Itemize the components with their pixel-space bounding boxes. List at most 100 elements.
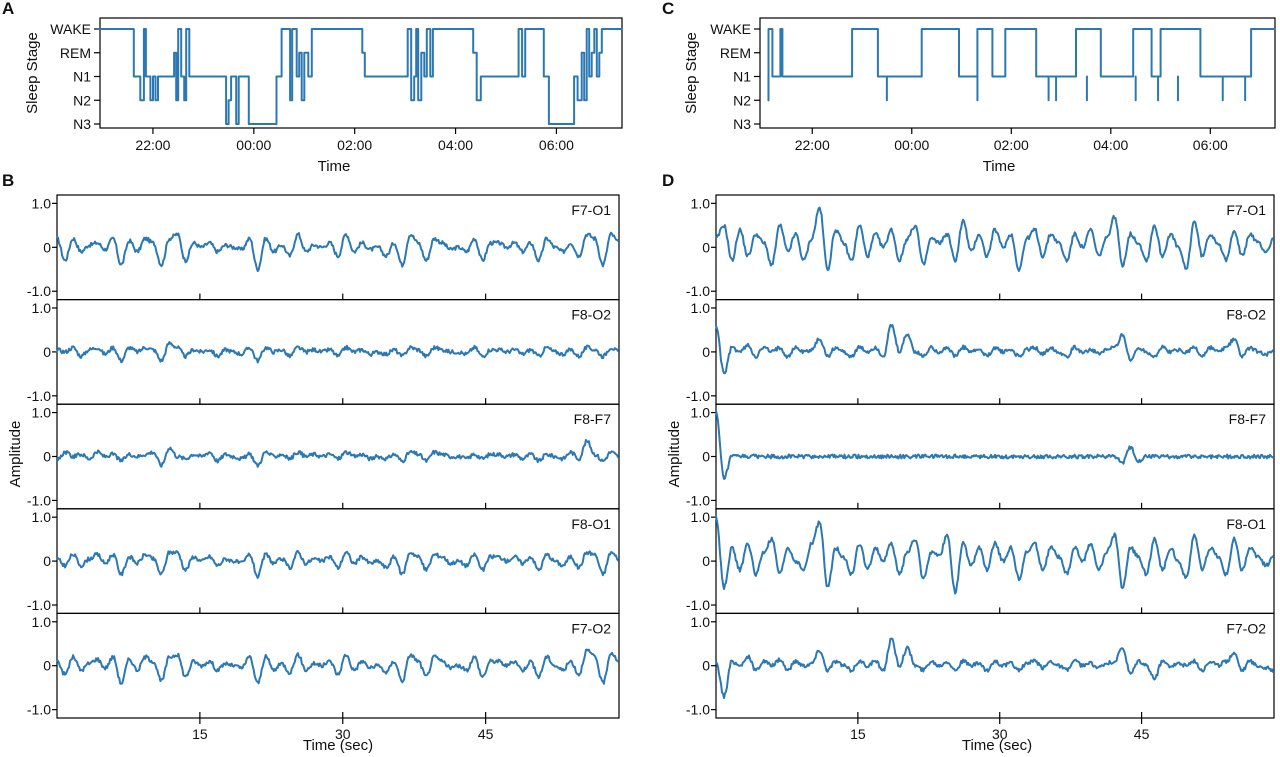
x-tick-label: 15: [192, 726, 208, 742]
channel-label: F8-O2: [1226, 307, 1266, 323]
eeg-panel-b: Amplitude Time (sec) 1.0 0 -1.0 F7-O1 1.0 0 -1…: [7, 194, 620, 754]
eeg-d-xlabel: Time (sec): [962, 737, 1032, 754]
y-tick-label: REM: [720, 45, 751, 61]
channel-label: F8-O2: [571, 307, 611, 323]
x-tick-label: 06:00: [1193, 137, 1228, 153]
eeg-channel-f8-o1: 1.0 0 -1.0 F8-O1: [27, 508, 620, 614]
y-tick-label: -1.0: [686, 702, 710, 718]
channel-trace: [715, 409, 1274, 480]
channel-frame: [56, 612, 620, 719]
y-tick-label: -1.0: [686, 492, 710, 508]
y-tick-label: -1.0: [686, 388, 710, 404]
hypnogram-a-ylabel: Sleep Stage: [24, 32, 41, 114]
y-tick-label: N2: [733, 92, 751, 108]
x-tick-label: 22:00: [135, 137, 170, 153]
x-tick-label: 02:00: [337, 137, 372, 153]
y-tick-label: 0: [702, 344, 710, 360]
y-tick-label: 1.0: [691, 195, 711, 211]
y-tick-label: 0: [43, 658, 51, 674]
channel-trace: [715, 637, 1274, 699]
y-tick-label: 1.0: [32, 405, 52, 421]
channel-label: F7-O1: [571, 202, 611, 218]
x-tick-label: 00:00: [236, 137, 271, 153]
channel-label: F8-O1: [571, 516, 611, 532]
y-tick-label: N1: [73, 69, 91, 85]
eeg-channel-f8-o2: 1.0 0 -1.0 F8-O2: [27, 299, 620, 405]
hypnogram-a-xlabel: Time: [318, 158, 351, 175]
y-tick-label: -1.0: [27, 597, 51, 613]
y-tick-label: 0: [702, 658, 710, 674]
x-tick-label: 45: [478, 726, 494, 742]
y-tick-label: 0: [43, 553, 51, 569]
hypnogram-c-ylabel: Sleep Stage: [683, 32, 700, 114]
channel-label: F7-O2: [1226, 620, 1266, 636]
hypnogram-panel-c: Sleep Stage Time N3 N2 N1 REM WAKE 22:00 00:0…: [683, 17, 1276, 175]
channel-trace: [56, 648, 619, 685]
hypnogram-a-x-ticks: 22:00 00:00 02:00 04:00 06:00: [135, 128, 574, 153]
y-tick-label: -1.0: [27, 283, 51, 299]
y-tick-label: 1.0: [32, 195, 52, 211]
eeg-b-x-ticks: 15 30 45: [192, 718, 494, 742]
x-tick-label: 45: [1134, 726, 1150, 742]
y-tick-label: 0: [43, 344, 51, 360]
panel-letter-b: B: [2, 171, 14, 190]
panel-letter-c: C: [662, 0, 674, 18]
hypnogram-c-xlabel: Time: [983, 158, 1016, 175]
y-tick-label: 0: [702, 449, 710, 465]
y-tick-label: 0: [43, 239, 51, 255]
y-tick-label: 0: [702, 553, 710, 569]
channel-trace: [56, 550, 619, 579]
y-tick-label: -1.0: [686, 283, 710, 299]
eeg-channel-f7-o1: 1.0 0 -1.0 F7-O1: [27, 194, 620, 301]
panel-letter-d: D: [662, 171, 674, 190]
channel-label: F7-O1: [1226, 202, 1266, 218]
y-tick-label: 1.0: [32, 614, 52, 630]
y-tick-label: -1.0: [27, 702, 51, 718]
eeg-b-channels: 1.0 0 -1.0 F7-O1 1.0 0 -1.0 F8-O2 1.0 0 -1.0 F8-F7 1…: [27, 194, 620, 719]
panel-letter-a: A: [2, 0, 14, 18]
channel-label: F8-F7: [1229, 411, 1267, 427]
y-tick-label: -1.0: [27, 388, 51, 404]
x-tick-label: 02:00: [994, 137, 1029, 153]
x-tick-label: 30: [335, 726, 351, 742]
hypnogram-panel-a: Sleep Stage Time N3 N2 N1 REM WAKE 22:00 00:0…: [24, 17, 623, 175]
x-tick-label: 15: [850, 726, 866, 742]
eeg-d-x-ticks: 15 30 45: [850, 718, 1150, 742]
channel-trace: [715, 206, 1274, 272]
y-tick-label: REM: [60, 45, 91, 61]
eeg-channel-f8-f7: 1.0 0 -1.0 F8-F7: [27, 403, 620, 510]
eeg-channel-f8-f7: 1.0 0 -1.0 F8-F7: [686, 403, 1275, 510]
x-tick-label: 06:00: [539, 137, 574, 153]
y-tick-label: N1: [733, 69, 751, 85]
channel-trace: [56, 231, 619, 273]
channel-label: F8-F7: [574, 411, 612, 427]
x-tick-label: 04:00: [438, 137, 473, 153]
y-tick-label: 1.0: [32, 509, 52, 525]
hypnogram-c-x-ticks: 22:00 00:00 02:00 04:00 06:00: [795, 128, 1228, 153]
y-tick-label: 1.0: [691, 614, 711, 630]
hypnogram-a-line: [99, 28, 623, 125]
y-tick-label: N3: [73, 116, 91, 132]
y-tick-label: 0: [43, 449, 51, 465]
y-tick-label: 1.0: [691, 405, 711, 421]
hypnogram-c-y-ticks: N3 N2 N1 REM WAKE: [710, 21, 760, 132]
eeg-channel-f7-o1: 1.0 0 -1.0 F7-O1: [686, 194, 1275, 301]
eeg-panel-d: Amplitude Time (sec) 1.0 0 -1.0 F7-O1 1.0 0 -1…: [666, 194, 1275, 754]
x-tick-label: 30: [992, 726, 1008, 742]
eeg-channel-f8-o1: 1.0 0 -1.0 F8-O1: [686, 508, 1275, 614]
x-tick-label: 00:00: [894, 137, 929, 153]
x-tick-label: 04:00: [1093, 137, 1128, 153]
eeg-b-ylabel: Amplitude: [7, 421, 24, 488]
channel-trace: [715, 323, 1274, 375]
hypnogram-c-frame: [759, 17, 1276, 129]
channel-trace: [56, 438, 619, 468]
channel-trace: [715, 515, 1274, 595]
y-tick-label: 1.0: [32, 300, 52, 316]
y-tick-label: 0: [702, 239, 710, 255]
eeg-b-xlabel: Time (sec): [303, 737, 373, 754]
eeg-channel-f8-o2: 1.0 0 -1.0 F8-O2: [686, 299, 1275, 405]
eeg-d-channels: 1.00-1.0F7-O11.00-1.0F8-O21.00-1.0F8-F71…: [686, 194, 1275, 719]
y-tick-label: WAKE: [710, 21, 751, 37]
channel-label: F8-O1: [1226, 516, 1266, 532]
